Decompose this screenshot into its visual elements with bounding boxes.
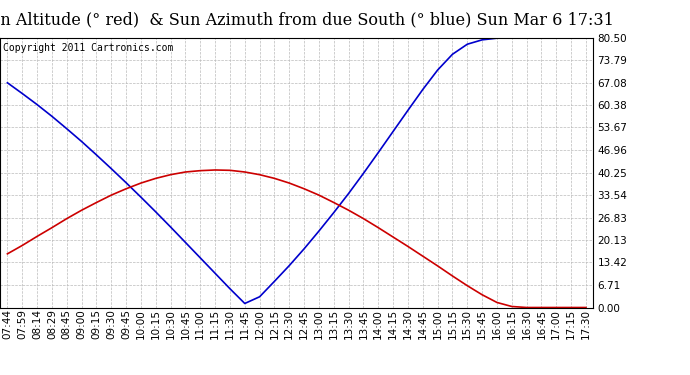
Text: Copyright 2011 Cartronics.com: Copyright 2011 Cartronics.com — [3, 43, 173, 53]
Text: Sun Altitude (° red)  & Sun Azimuth from due South (° blue) Sun Mar 6 17:31: Sun Altitude (° red) & Sun Azimuth from … — [0, 11, 614, 28]
